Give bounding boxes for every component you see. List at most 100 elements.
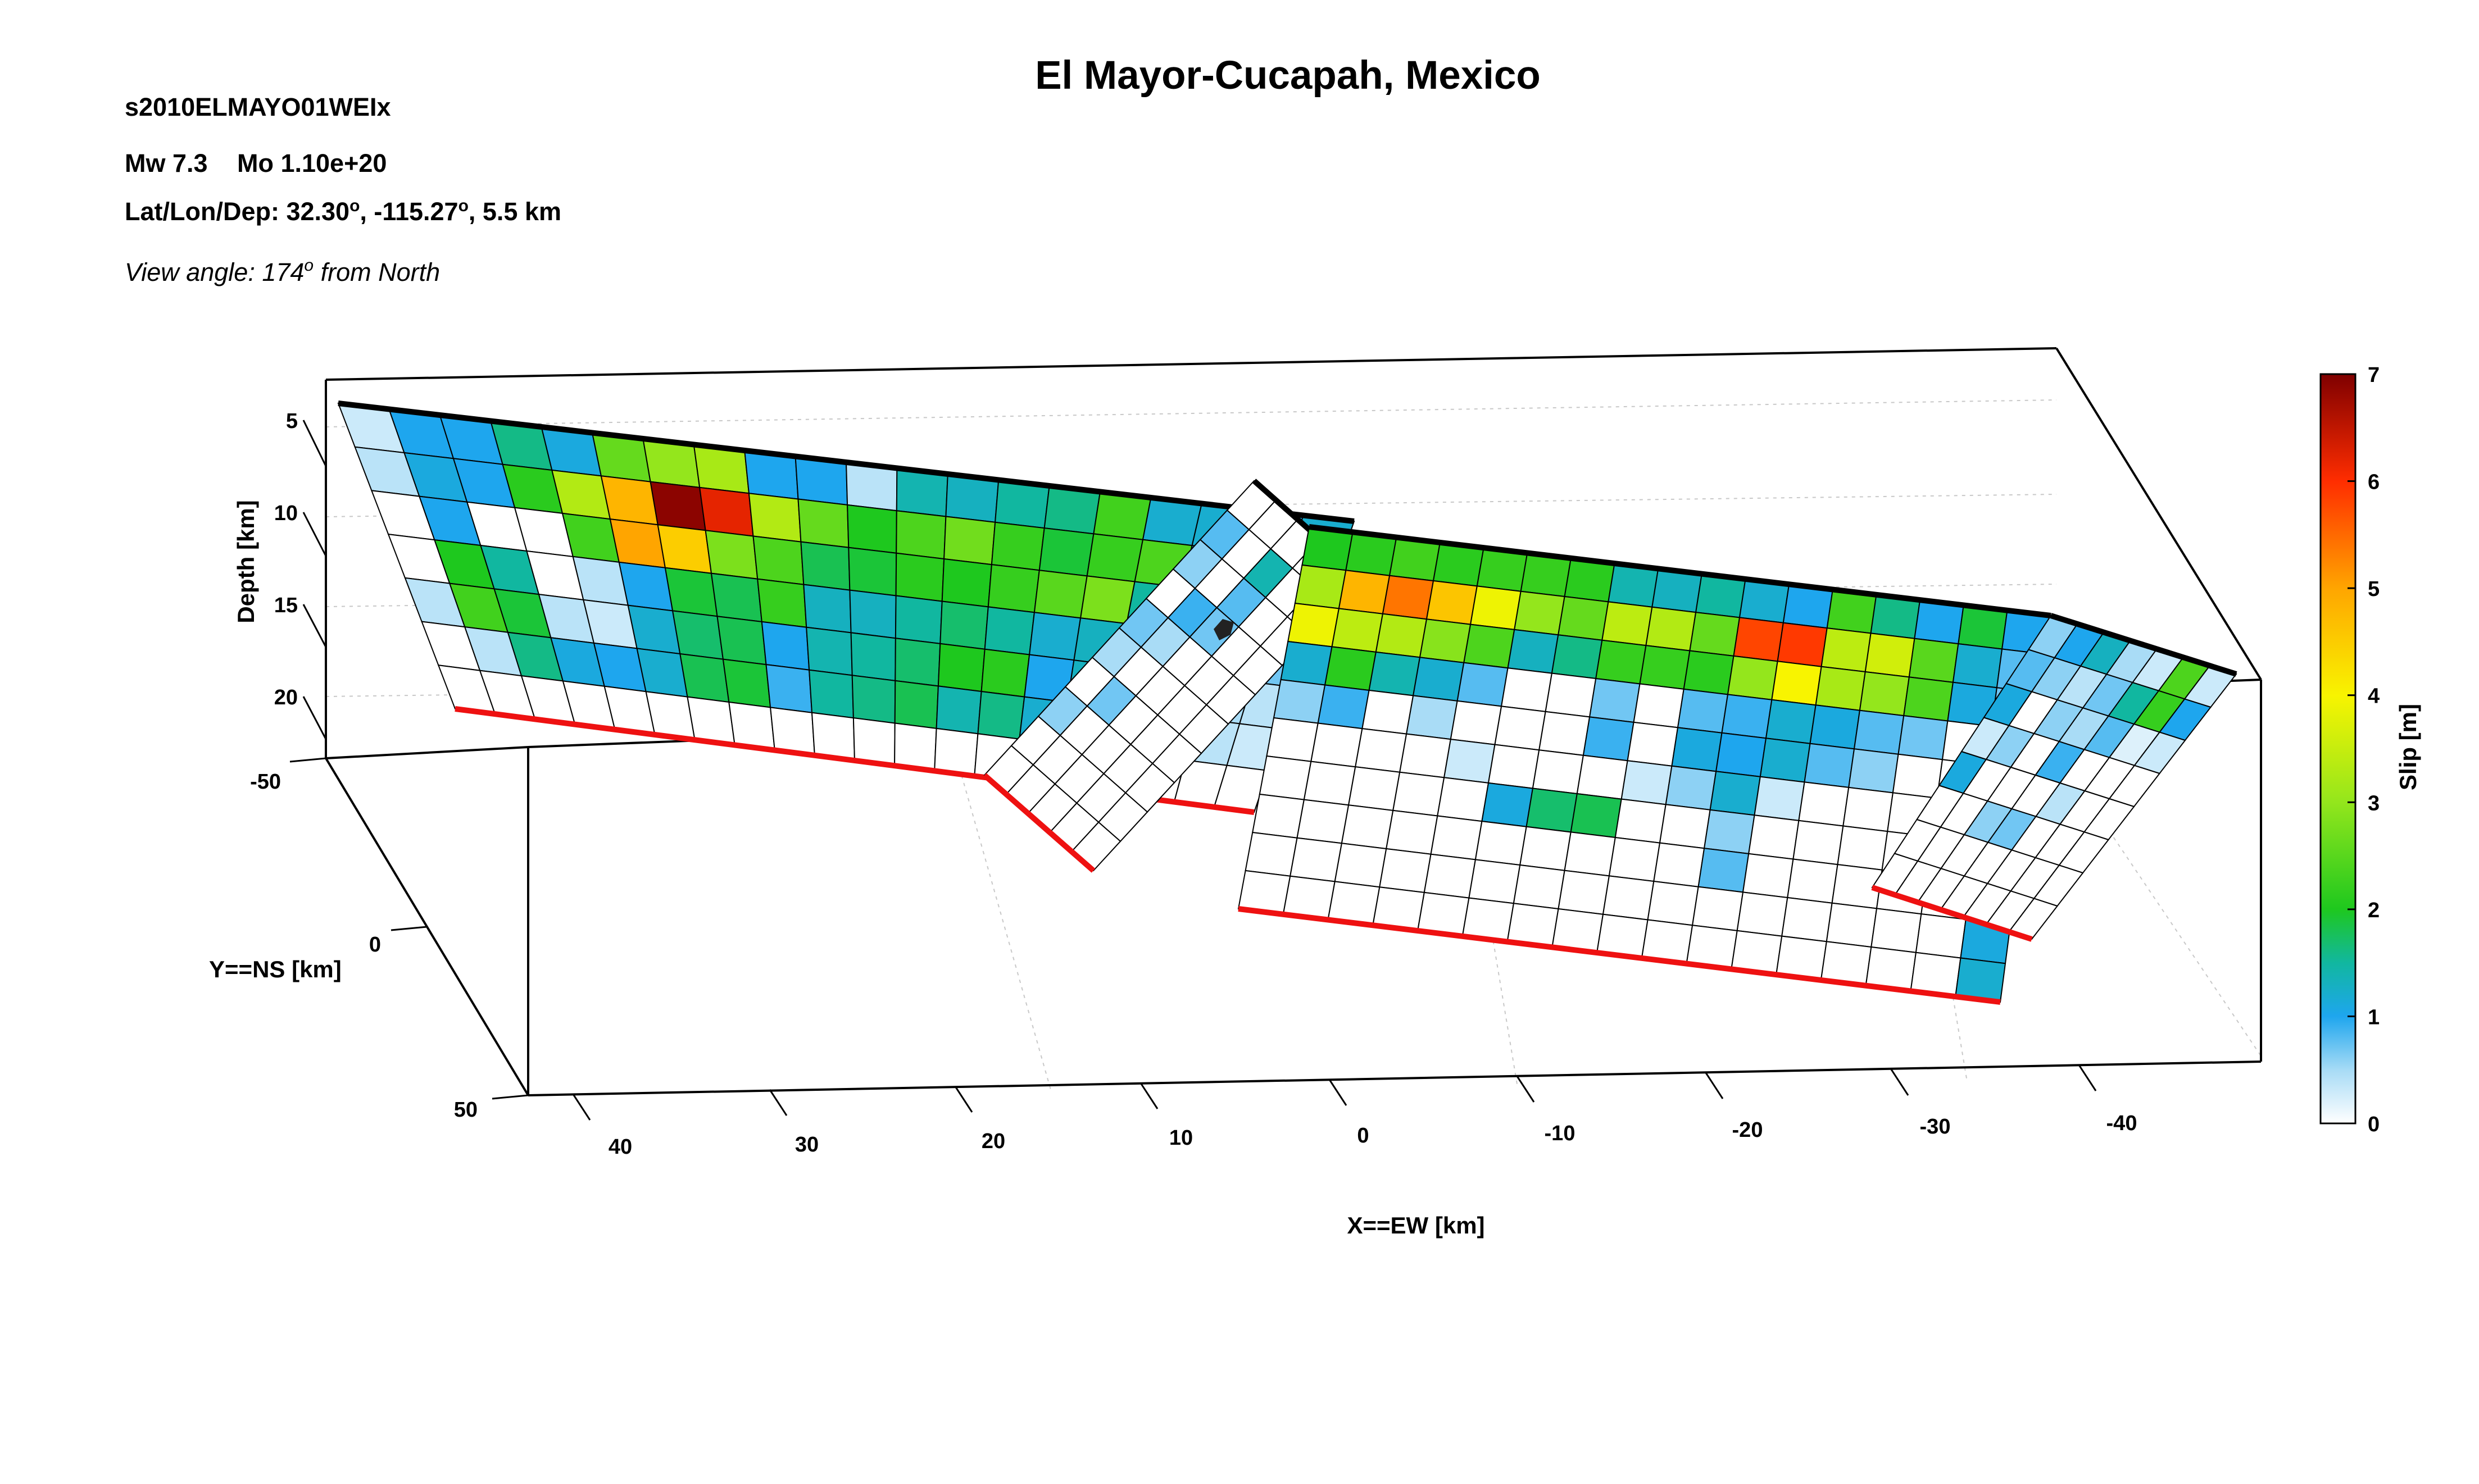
slip-patch (1633, 683, 1685, 729)
colorbar-tick-label: 0 (2368, 1113, 2380, 1136)
location-lat: Lat/Lon/Dep: 32.30 (125, 197, 349, 226)
colorbar-tick-label: 3 (2368, 791, 2380, 815)
colorbar-tick-label: 4 (2368, 685, 2380, 708)
magnitude-label: Mw 7.3 (125, 149, 208, 177)
degree-mark: o (304, 256, 314, 275)
location-label: Lat/Lon/Dep: 32.30o, -115.27o, 5.5 km (125, 197, 561, 226)
slip-patch (1259, 755, 1312, 800)
fault-bottom-edge (1238, 906, 2001, 1005)
slip-patch (1468, 859, 1521, 904)
slip-patch (896, 510, 947, 560)
slip-patch (1759, 738, 1811, 783)
slip-patch (809, 669, 854, 719)
slip-patch (1798, 781, 1850, 827)
slip-patch (895, 595, 943, 645)
fault-bottom-edge (982, 773, 1096, 873)
slip-patch (1500, 667, 1553, 713)
ew-tick-label: 30 (795, 1133, 819, 1157)
slip-patch (1419, 618, 1472, 663)
slip-patch (1423, 853, 1477, 899)
slip-patch (1538, 711, 1591, 756)
slip-patch (1399, 733, 1451, 779)
ew-axis-title: X==EW [km] (1347, 1212, 1484, 1239)
fault-patches (337, 400, 2237, 1005)
slip-patch (1086, 533, 1144, 582)
slip-patch (1245, 831, 1298, 877)
slip-patch (1837, 825, 1888, 871)
slip-patch (1487, 744, 1540, 789)
colorbar-tick-label: 1 (2368, 1005, 2380, 1029)
slip-patch (851, 675, 896, 724)
slip-patch (987, 563, 1040, 613)
slip-patch (1781, 896, 1833, 943)
slip-patch (1748, 814, 1800, 860)
slip-patch (1375, 613, 1428, 658)
ew-tick-label: 40 (609, 1135, 632, 1159)
ns-axis-title: Y==NS [km] (209, 956, 342, 982)
slip-patch (1792, 820, 1844, 866)
slip-patch (1595, 639, 1647, 685)
slip-patch (939, 600, 989, 650)
slip-patch (1903, 676, 1954, 722)
slip-patch (1558, 870, 1610, 915)
slip-patch (1653, 842, 1705, 887)
slip-patch (1386, 809, 1438, 855)
colorbar-tick-label: 7 (2368, 363, 2380, 387)
colorbar-title: Slip [m] (2395, 704, 2421, 790)
slip-patch (1842, 786, 1894, 832)
slip-patch (1405, 695, 1458, 740)
slip-patch (1273, 679, 1326, 724)
slip-patch (941, 558, 992, 608)
slip-patch (1897, 714, 1949, 761)
view-angle-value: View angle: 174 (125, 258, 304, 286)
slip-patch (752, 535, 805, 585)
slip-patch (1347, 766, 1401, 812)
slip-patch (1252, 793, 1305, 839)
slip-patch (1324, 646, 1377, 691)
hypocenter-star (1214, 619, 1234, 640)
slip-patch (1038, 527, 1095, 577)
colorbar: 0 1 2 3 4 5 6 7 Slip [m] (2319, 363, 2421, 1136)
slip-patch (1733, 617, 1784, 662)
slip-patch (1514, 590, 1565, 636)
slip-patch (1519, 826, 1572, 871)
slip-patch (650, 481, 706, 531)
slip-patch (1809, 704, 1861, 750)
slip-patch (1079, 575, 1136, 625)
slip-patch (671, 610, 724, 660)
moment-label: Mo 1.10e+20 (237, 149, 387, 177)
slip-patch (1771, 661, 1822, 706)
view-angle-label: View angle: 174o from North (125, 256, 440, 286)
slip-patch (1870, 908, 1922, 953)
slip-patch (849, 589, 897, 639)
slip-patch (1443, 738, 1496, 784)
fault-segment-east (1237, 524, 2052, 1005)
slip-patch (806, 626, 853, 676)
ew-tick-label: 0 (1357, 1124, 1369, 1148)
depth-tick-label: 5 (286, 409, 298, 433)
slip-patch (1614, 798, 1667, 844)
slip-patch (1683, 650, 1735, 695)
slip-patch (1671, 727, 1723, 772)
slip-patch (1564, 831, 1616, 877)
slip-patch (1287, 602, 1340, 648)
slip-patch (1355, 727, 1408, 773)
colorbar-tick-label: 6 (2368, 471, 2380, 494)
slip-patch (991, 521, 1045, 571)
slip-patch (980, 648, 1030, 698)
ew-tick-label: -10 (1545, 1122, 1576, 1145)
slip-patch (1382, 575, 1434, 620)
slip-patch (1754, 776, 1805, 822)
slip-patch (803, 584, 852, 634)
slip-patch (1341, 804, 1394, 850)
slip-patch (850, 632, 896, 682)
slip-patch (1601, 601, 1653, 647)
figure-title: El Mayor-Cucapah, Mexico (1035, 53, 1541, 98)
slip-patch (1608, 836, 1661, 882)
slip-patch (600, 475, 659, 526)
slip-patch (1290, 837, 1343, 882)
slip-patch (1787, 858, 1838, 904)
fault-top-edge (338, 400, 1355, 524)
slip-patch (1532, 749, 1584, 795)
slip-patch (848, 547, 897, 597)
